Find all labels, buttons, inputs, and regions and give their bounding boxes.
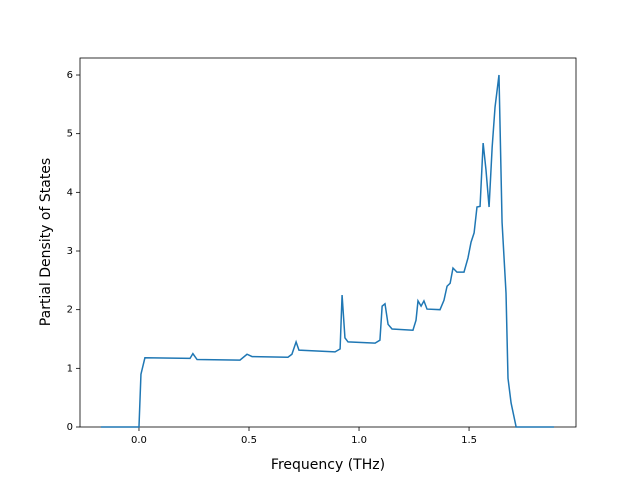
- y-tick-label: 3: [67, 246, 73, 257]
- x-axis-label: Frequency (THz): [271, 457, 385, 473]
- y-tick-label: 1: [67, 363, 73, 374]
- data-line: [100, 74, 554, 428]
- x-tick-label: 1.0: [351, 435, 367, 446]
- y-axis-label: Partial Density of States: [38, 158, 54, 326]
- plot-frame: [79, 57, 577, 428]
- x-tick-label: 0.0: [131, 435, 147, 446]
- y-tick-label: 2: [67, 305, 73, 316]
- y-tick-label: 0: [67, 422, 73, 433]
- y-tick-label: 5: [67, 129, 73, 140]
- x-tick-label: 0.5: [241, 435, 257, 446]
- y-tick-label: 4: [67, 187, 73, 198]
- x-tick-label: 1.5: [461, 435, 477, 446]
- y-tick-label: 6: [67, 70, 73, 81]
